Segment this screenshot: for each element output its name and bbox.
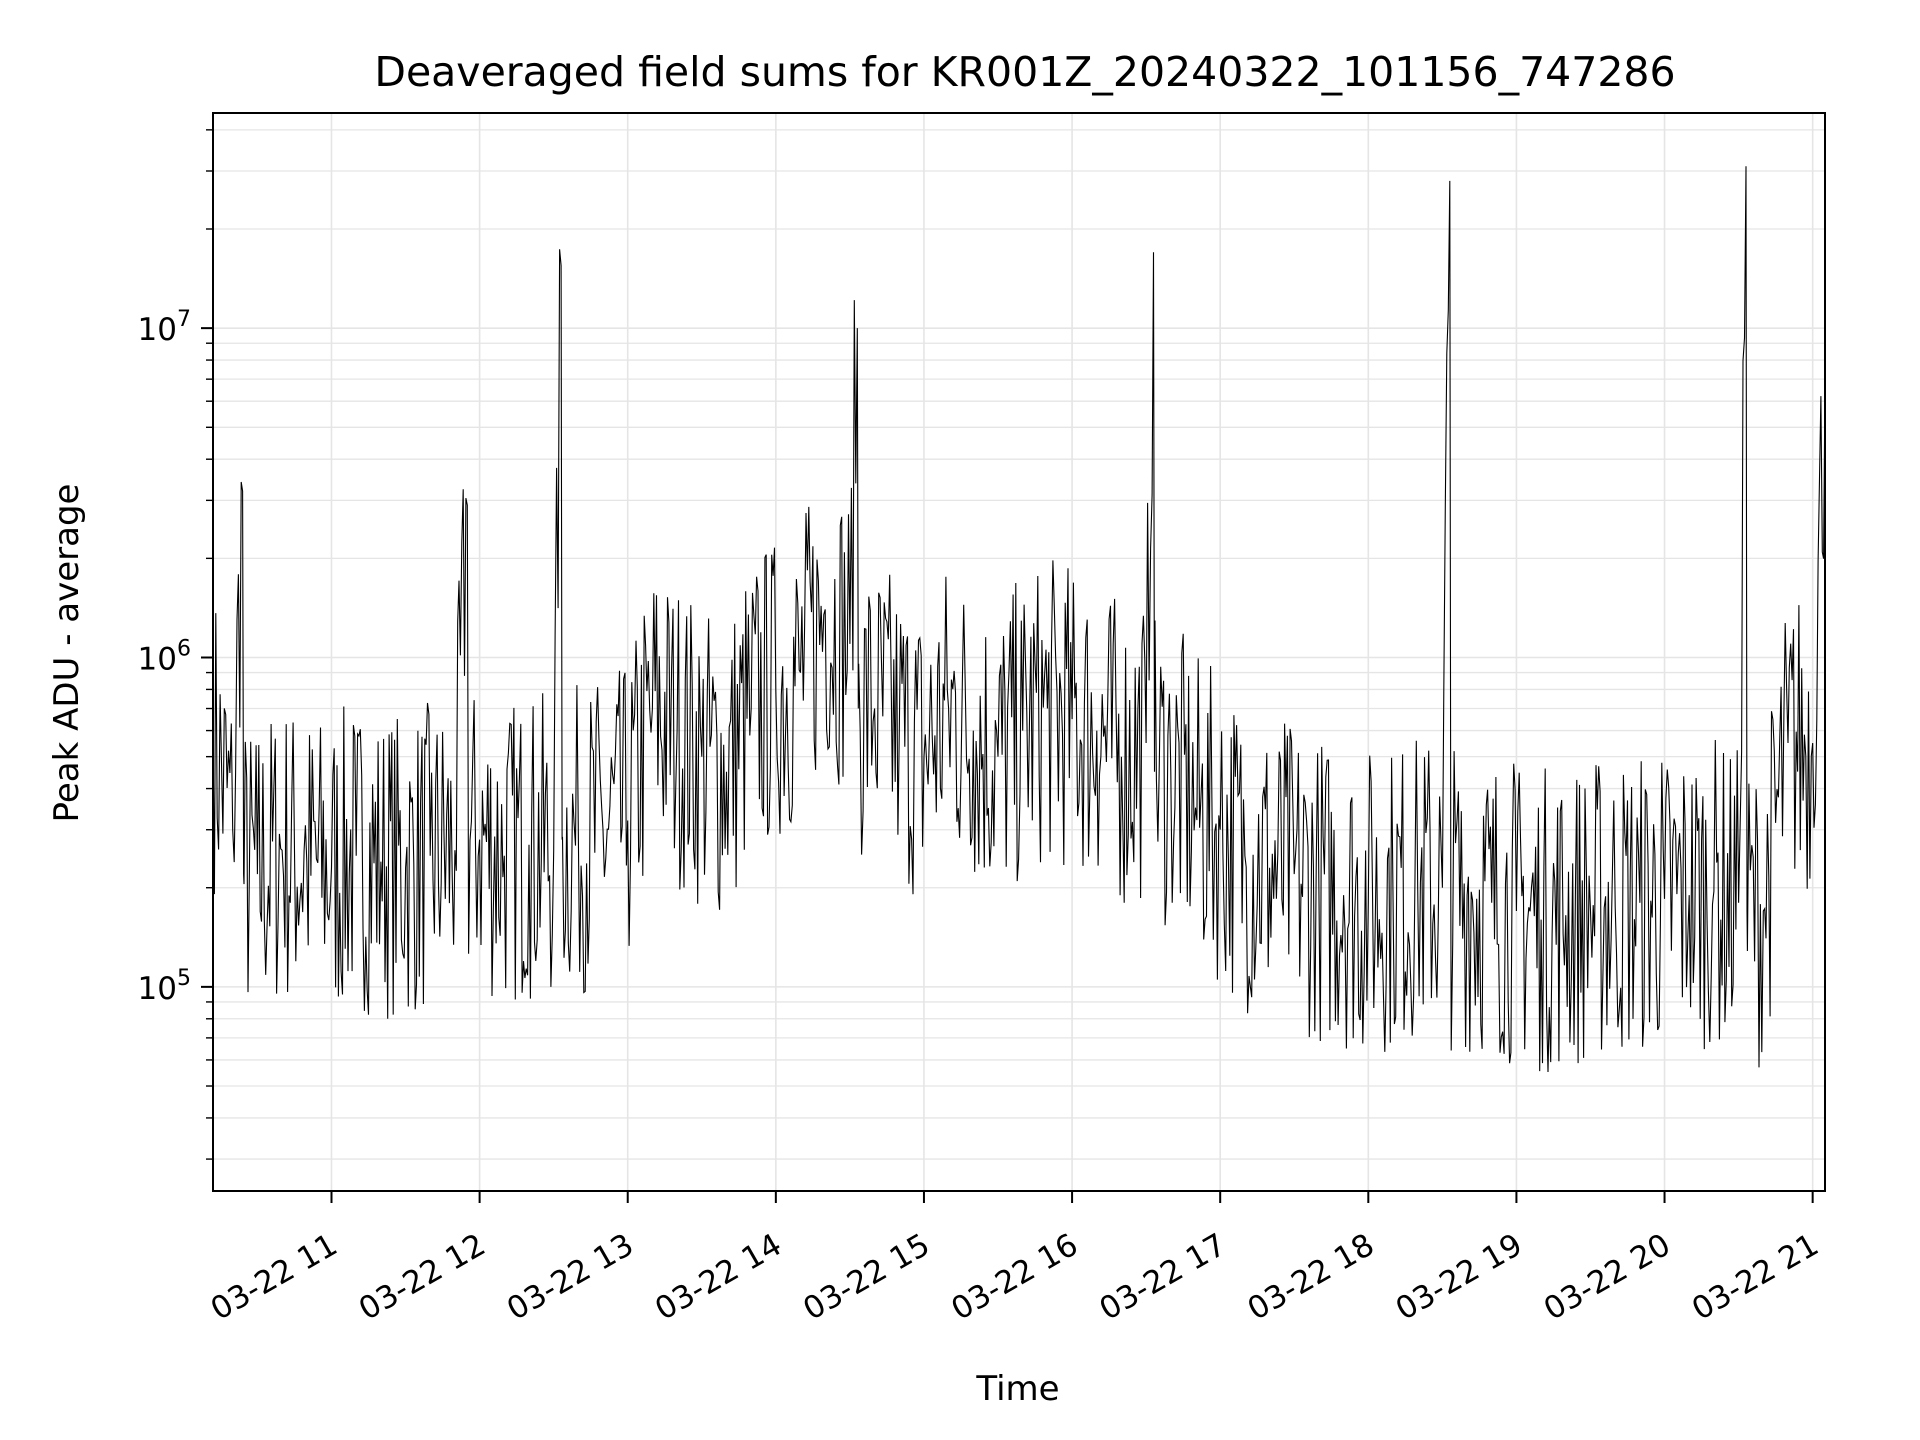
- y-tick-base: 10: [138, 312, 177, 348]
- y-tick-exponent: 7: [177, 307, 191, 332]
- y-tick-base: 10: [138, 971, 177, 1007]
- y-tick-base: 10: [138, 642, 177, 678]
- y-tick-label: 107: [138, 307, 191, 348]
- data-line: [212, 166, 1826, 1073]
- chart-title: Deaveraged field sums for KR001Z_2024032…: [374, 48, 1675, 96]
- y-axis-label: Peak ADU - average: [47, 484, 87, 823]
- y-tick-exponent: 5: [177, 966, 191, 991]
- y-tick-label: 105: [138, 966, 191, 1007]
- series-line: [212, 166, 1826, 1073]
- x-axis-label: Time: [975, 1369, 1059, 1409]
- y-tick-exponent: 6: [177, 637, 191, 662]
- y-tick-label: 106: [138, 637, 191, 678]
- plot-frame: [212, 112, 1826, 1192]
- grid: [213, 113, 1825, 1191]
